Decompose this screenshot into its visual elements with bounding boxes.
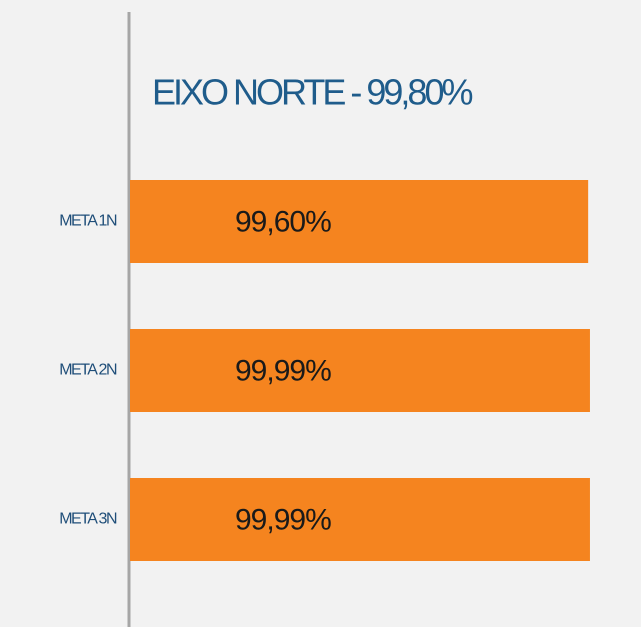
category-label: META 1N (59, 213, 117, 230)
category-label: META 3N (59, 511, 117, 528)
value-label: 99,99% (235, 503, 331, 536)
bar (130, 478, 590, 561)
bar (130, 329, 590, 412)
chart-title: EIXO NORTE - 99,80% (152, 72, 472, 113)
bar (130, 180, 589, 263)
category-label: META 2N (59, 362, 117, 379)
value-label: 99,60% (235, 205, 331, 238)
value-label: 99,99% (235, 354, 331, 387)
